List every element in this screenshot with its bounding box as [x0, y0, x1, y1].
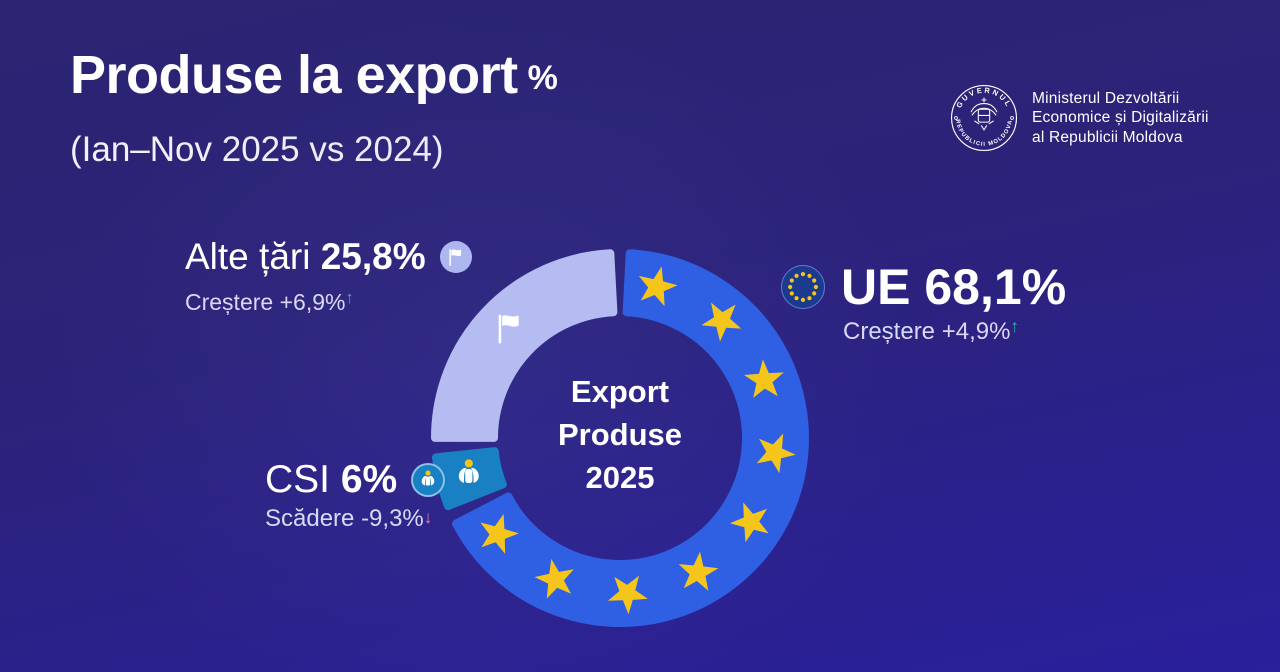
title-percent-suffix: % — [527, 59, 558, 97]
seal-ornament-left — [954, 116, 958, 120]
white-flag-badge — [439, 241, 472, 273]
chart-center-label: Export Produse 2025 — [510, 370, 730, 499]
center-label-line-2: Produse — [557, 417, 683, 452]
eu-change-label: Creștere — [843, 318, 936, 345]
trend-down-icon: ↓ — [423, 507, 433, 527]
trend-up-icon: ↑ — [345, 288, 354, 307]
flag-icon — [448, 248, 463, 267]
other-countries-change-value: +6,9% — [279, 289, 346, 315]
eu-label: UE 68,1% — [781, 258, 1066, 316]
coat-of-arms-icon — [970, 97, 998, 131]
eu-star — [756, 433, 796, 474]
eu-name: UE — [841, 259, 911, 315]
csi-value: 6% — [340, 458, 398, 501]
csi-change-label: Scădere — [265, 505, 355, 532]
csi-change-value: -9,3% — [361, 505, 424, 532]
donut-segment-ue — [452, 249, 809, 628]
donut-chart — [431, 249, 809, 628]
trend-up-icon: ↑ — [1010, 316, 1020, 336]
eu-star — [678, 551, 719, 591]
eu-star — [701, 302, 742, 342]
eu-flag-badge — [781, 265, 825, 309]
eu-star — [607, 575, 648, 615]
eu-flag-icon — [788, 272, 818, 302]
ministry-line-1: Ministerul Dezvoltării — [1032, 89, 1180, 107]
government-seal: GUVERNUL REPUBLICII MOLDOVA — [950, 84, 1018, 152]
other-countries-name: Alte țări — [185, 236, 311, 277]
cis-badge — [411, 463, 446, 497]
other-countries-label: Alte țări 25,8% — [185, 236, 472, 278]
eu-value: 68,1% — [924, 259, 1067, 315]
cis-emblem-icon — [421, 470, 435, 486]
eu-star — [534, 558, 574, 599]
ministry-line-2: Economice și Digitalizării — [1032, 109, 1209, 127]
eu-star — [480, 514, 519, 554]
eu-star — [744, 359, 784, 398]
page-title-text: Produse la export — [70, 45, 518, 105]
other-countries-change-label: Creștere — [185, 289, 274, 315]
page-subtitle: (Ian–Nov 2025 vs 2024) — [70, 130, 444, 169]
other-countries-change-note: Creștere +6,9%↑ — [185, 288, 354, 316]
eu-star — [729, 502, 769, 543]
center-label-line-1: Export — [570, 374, 670, 409]
csi-change-note: Scădere -9,3%↓ — [265, 505, 432, 533]
ministry-name: Ministerul Dezvoltării Economice și Digi… — [1032, 89, 1209, 148]
seal-ornament-right — [1010, 116, 1014, 120]
government-branding: GUVERNUL REPUBLICII MOLDOVA Ministerul D… — [950, 84, 1209, 152]
eu-change-note: Creștere +4,9%↑ — [843, 316, 1019, 346]
donut-segment-alte-tari — [431, 249, 618, 442]
csi-name: CSI — [265, 458, 331, 501]
ministry-line-3: al Republicii Moldova — [1032, 128, 1183, 146]
page-title: Produse la export% — [70, 44, 558, 106]
eu-change-value: +4,9% — [941, 318, 1011, 345]
eu-star — [638, 266, 678, 307]
center-label-line-3: 2025 — [585, 460, 655, 495]
other-countries-value: 25,8% — [320, 236, 426, 277]
csi-label: CSI 6% — [265, 458, 446, 502]
